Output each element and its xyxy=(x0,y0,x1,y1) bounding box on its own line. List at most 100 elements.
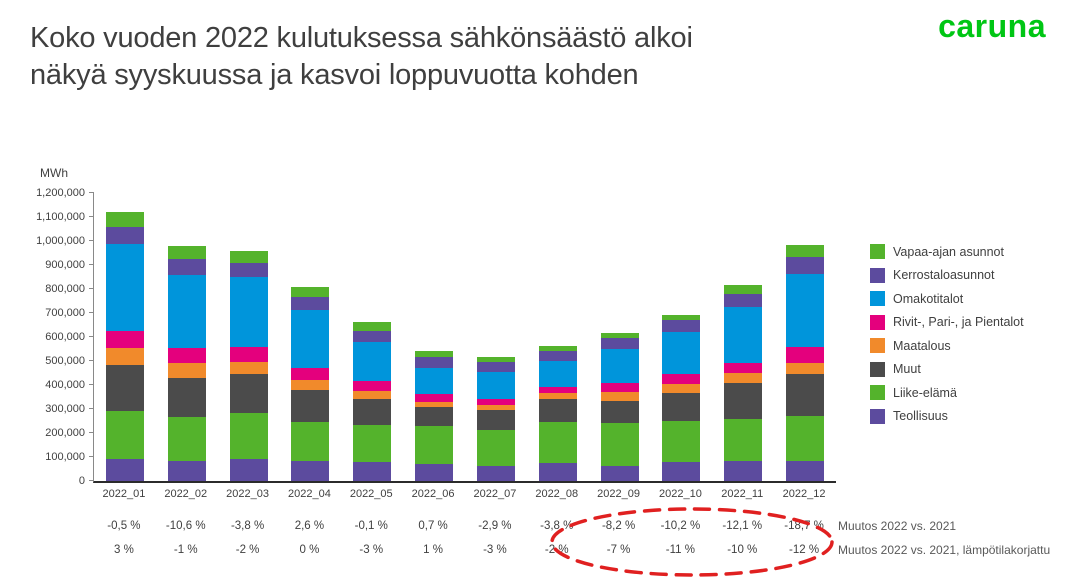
y-tick-label: 900,000 xyxy=(45,259,85,271)
segment-Omakotitalot xyxy=(662,331,701,375)
segment-Liike-elämä xyxy=(476,430,515,467)
muutos-value: 0,7 % xyxy=(418,520,448,532)
muutos-value: -3,8 % xyxy=(230,520,265,532)
segment-Omakotitalot xyxy=(415,367,454,394)
segment-Kerrostaloasunnot xyxy=(105,227,144,244)
segment-Maatalous xyxy=(786,362,825,374)
bar-stack-2022_06 xyxy=(415,351,454,481)
segment-Liike-elämä xyxy=(167,417,206,461)
bar-2022_09 xyxy=(589,193,651,481)
y-tick-label: 200,000 xyxy=(45,427,85,439)
x-axis-label: 2022_02 xyxy=(164,488,208,500)
segment-Omakotitalot xyxy=(724,306,763,364)
y-tick-label: 0 xyxy=(78,475,85,487)
segment-Rivit-, Pari-, ja Pientalot xyxy=(229,347,268,362)
segment-Rivit-, Pari-, ja Pientalot xyxy=(291,367,330,380)
x-axis-labels: 2022_01 2022_02 2022_03 2022_04 2022_05 2022_… xyxy=(93,488,835,500)
segment-Vapaa-ajan asunnot xyxy=(476,356,515,362)
legend-swatch xyxy=(870,361,885,377)
segment-Rivit-, Pari-, ja Pientalot xyxy=(105,331,144,349)
page-title-line2: näkyä syyskuussa ja kasvoi loppuvuotta k… xyxy=(30,59,639,91)
bar-2022_11 xyxy=(712,193,774,481)
x-axis-label: 2022_05 xyxy=(349,488,393,500)
segment-Omakotitalot xyxy=(291,309,330,368)
bar-stack-2022_07 xyxy=(476,356,515,481)
legend-swatch xyxy=(870,244,885,259)
legend-item: Omakotitalot xyxy=(870,291,1024,306)
y-tick-mark xyxy=(89,408,94,409)
segment-Maatalous xyxy=(105,348,144,365)
y-tick-mark xyxy=(89,432,94,433)
segment-Muut xyxy=(229,374,268,414)
segment-Muut xyxy=(662,393,701,421)
segment-Muut xyxy=(600,401,639,424)
x-axis-label: 2022_01 xyxy=(102,488,146,500)
x-axis-label: 2022_12 xyxy=(782,488,826,500)
segment-Maatalous xyxy=(167,362,206,378)
bar-2022_07 xyxy=(465,193,527,481)
y-tick-mark xyxy=(89,264,94,265)
legend-label: Omakotitalot xyxy=(893,291,964,306)
segment-Rivit-, Pari-, ja Pientalot xyxy=(538,386,577,394)
y-tick-label: 1,200,000 xyxy=(36,187,85,199)
bar-2022_08 xyxy=(527,193,589,481)
segment-Muut xyxy=(476,409,515,431)
muutos-value: -2,9 % xyxy=(478,520,512,532)
segment-Rivit-, Pari-, ja Pientalot xyxy=(724,363,763,374)
y-tick-label: 600,000 xyxy=(45,331,85,343)
segment-Vapaa-ajan asunnot xyxy=(415,351,454,357)
muutos-value: -10,2 % xyxy=(660,520,701,532)
segment-Muut xyxy=(786,373,825,417)
muutos-korjattu-value: -2 % xyxy=(235,544,260,556)
bar-stack-2022_08 xyxy=(538,346,577,481)
bar-2022_02 xyxy=(156,193,218,481)
legend-item: Maatalous xyxy=(870,338,1024,353)
x-axis-label: 2022_09 xyxy=(597,488,640,500)
bars-container xyxy=(94,193,836,481)
segment-Teollisuus xyxy=(167,460,206,481)
x-axis-label: 2022_10 xyxy=(658,488,702,500)
muutos-korjattu-value: -7 % xyxy=(606,544,631,556)
legend-swatch xyxy=(870,408,885,424)
y-tick-label: 300,000 xyxy=(45,403,85,415)
y-tick-mark xyxy=(89,336,94,337)
segment-Teollisuus xyxy=(600,465,639,481)
bar-2022_10 xyxy=(650,193,712,481)
highlight-ellipse-stroke xyxy=(550,507,834,577)
muutos-value: -10,6 % xyxy=(165,520,206,532)
segment-Liike-elämä xyxy=(415,425,454,464)
muutos-value: 2,6 % xyxy=(294,520,325,532)
legend-label: Liike-elämä xyxy=(893,385,957,400)
muutos-korjattu-value: -1 % xyxy=(173,544,198,556)
segment-Teollisuus xyxy=(724,461,763,481)
y-tick-mark xyxy=(89,480,94,481)
segment-Rivit-, Pari-, ja Pientalot xyxy=(600,383,639,392)
bar-stack-2022_11 xyxy=(724,285,763,481)
bar-stack-2022_02 xyxy=(167,245,206,481)
segment-Rivit-, Pari-, ja Pientalot xyxy=(476,398,515,405)
segment-Maatalous xyxy=(662,384,701,394)
segment-Liike-elämä xyxy=(538,422,577,463)
y-tick-mark xyxy=(89,288,94,289)
legend-label: Muut xyxy=(893,362,921,376)
legend-label: Maatalous xyxy=(893,338,951,353)
legend: Vapaa-ajan asunnot Kerrostaloasunnot Omako… xyxy=(870,244,1024,432)
y-tick-label: 700,000 xyxy=(45,307,85,319)
segment-Liike-elämä xyxy=(291,421,330,462)
segment-Teollisuus xyxy=(662,462,701,481)
muutos-korjattu-value: 3 % xyxy=(114,544,134,556)
x-axis-label: 2022_03 xyxy=(226,488,269,500)
segment-Liike-elämä xyxy=(662,420,701,463)
segment-Omakotitalot xyxy=(600,348,639,384)
x-axis-label: 2022_07 xyxy=(473,488,517,500)
segment-Omakotitalot xyxy=(353,342,392,382)
muutos-value: -18,7 % xyxy=(784,520,824,532)
legend-item: Liike-elämä xyxy=(870,385,1024,400)
x-axis-label: 2022_11 xyxy=(721,488,764,500)
segment-Vapaa-ajan asunnot xyxy=(229,251,268,264)
bar-2022_04 xyxy=(279,193,341,481)
muutos-korjattu-value: 0 % xyxy=(299,544,320,556)
y-tick-mark xyxy=(89,360,94,361)
muutos-korjattu-value: 1 % xyxy=(423,544,443,556)
